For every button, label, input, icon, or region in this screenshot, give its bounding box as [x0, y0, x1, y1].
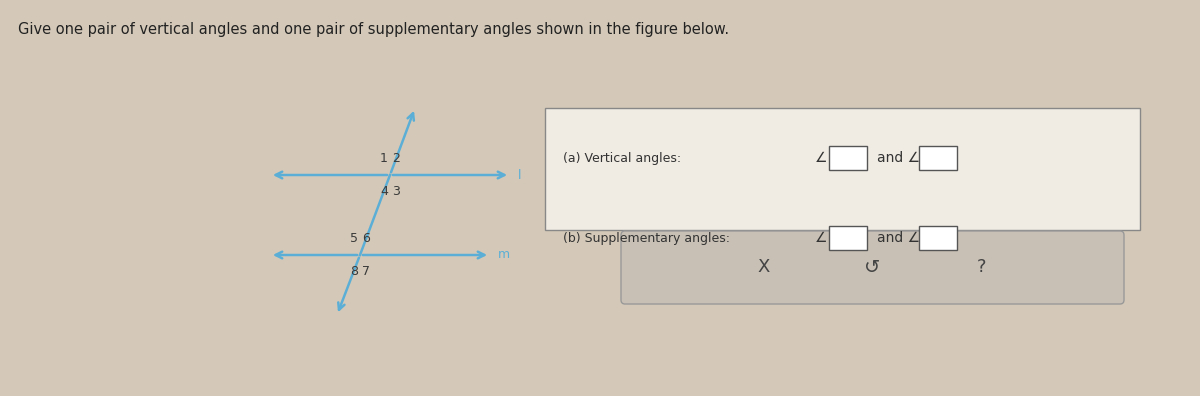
Text: 4: 4: [380, 185, 388, 198]
Text: m: m: [498, 249, 510, 261]
Text: l: l: [518, 169, 522, 181]
Bar: [919, 226, 958, 250]
Text: Give one pair of vertical angles and one pair of supplementary angles shown in t: Give one pair of vertical angles and one…: [18, 22, 730, 37]
Text: X: X: [757, 259, 769, 276]
Text: 1: 1: [380, 152, 388, 165]
Text: and ∠: and ∠: [877, 231, 920, 245]
FancyBboxPatch shape: [622, 231, 1124, 304]
Text: ∠: ∠: [815, 231, 828, 245]
Text: 8: 8: [350, 265, 358, 278]
Text: and ∠: and ∠: [877, 151, 920, 165]
Text: (a) Vertical angles:: (a) Vertical angles:: [563, 152, 682, 164]
Text: 2: 2: [392, 152, 400, 165]
Text: ?: ?: [977, 259, 986, 276]
Bar: [829, 146, 866, 170]
Text: (b) Supplementary angles:: (b) Supplementary angles:: [563, 232, 730, 244]
Text: 5: 5: [350, 232, 358, 245]
Bar: [829, 226, 866, 250]
Bar: [919, 146, 958, 170]
Text: 3: 3: [392, 185, 400, 198]
Bar: [545, 108, 1140, 230]
Text: 7: 7: [362, 265, 370, 278]
Text: ↺: ↺: [864, 258, 881, 277]
Text: 6: 6: [362, 232, 370, 245]
Text: ∠: ∠: [815, 151, 828, 165]
